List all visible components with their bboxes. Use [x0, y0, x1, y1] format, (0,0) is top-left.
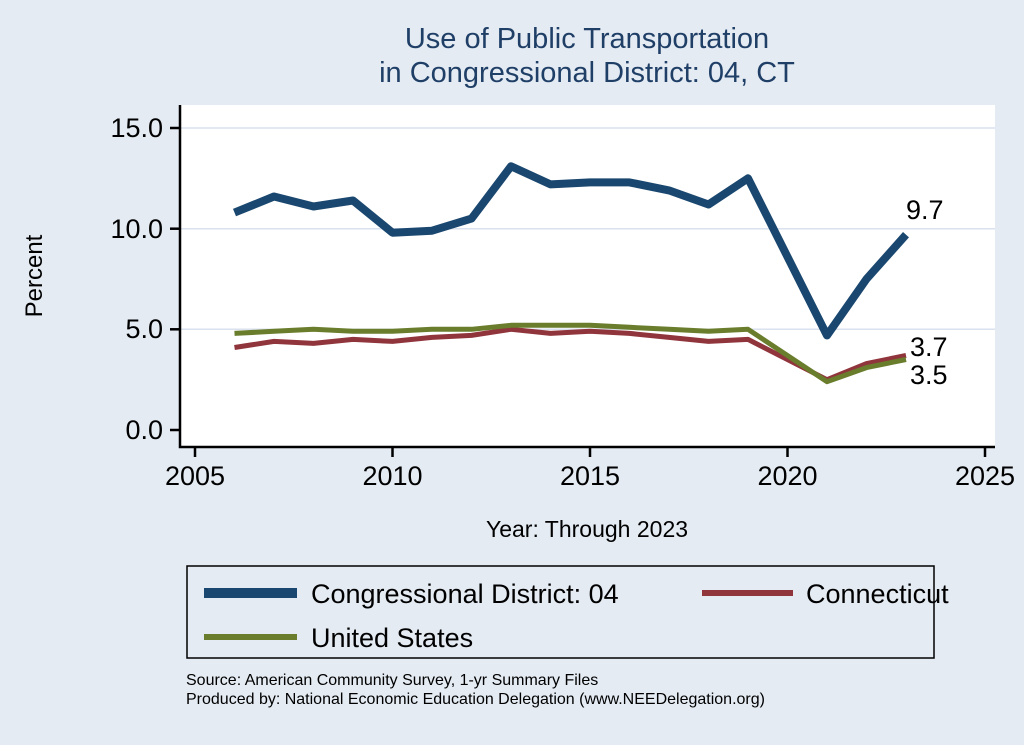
produced-by-line: Produced by: National Economic Education…: [186, 691, 765, 708]
x-axis-title: Year: Through 2023: [486, 516, 688, 542]
chart-title-line2: in Congressional District: 04, CT: [379, 57, 795, 89]
end-label-united-states: 3.5: [910, 360, 948, 390]
x-tick-label-2020: 2020: [757, 461, 817, 491]
y-tick-label-5: 5.0: [125, 314, 163, 344]
series-line-congressional-district-04: [232, 162, 909, 340]
y-ticks: [170, 126, 180, 432]
series-line-connecticut: [234, 326, 907, 383]
plot-area: [180, 105, 995, 447]
legend-box: [186, 565, 935, 659]
legend-label-connecticut: Connecticut: [806, 579, 949, 609]
end-label-district: 9.7: [906, 195, 944, 225]
y-axis-title: Percent: [21, 234, 48, 317]
chart-title-line1: Use of Public Transportation: [405, 23, 769, 55]
series-line-united-states: [234, 322, 907, 385]
x-ticks: [193, 447, 987, 457]
axis-lines: [178, 105, 995, 449]
plot-lines: [232, 162, 909, 385]
x-tick-label-2025: 2025: [955, 461, 1015, 491]
x-tick-label-2015: 2015: [560, 461, 620, 491]
x-tick-label-2005: 2005: [165, 461, 225, 491]
legend: Congressional District: 04 Connecticut U…: [186, 565, 949, 659]
end-label-connecticut: 3.7: [910, 332, 948, 362]
y-tick-label-10: 10.0: [110, 214, 163, 244]
legend-label-united-states: United States: [311, 623, 473, 653]
y-tick-label-0: 0.0: [125, 415, 163, 445]
legend-label-district: Congressional District: 04: [311, 579, 619, 609]
y-tick-label-15: 15.0: [110, 113, 163, 143]
source-line: Source: American Community Survey, 1-yr …: [186, 672, 598, 689]
x-tick-label-2010: 2010: [362, 461, 422, 491]
